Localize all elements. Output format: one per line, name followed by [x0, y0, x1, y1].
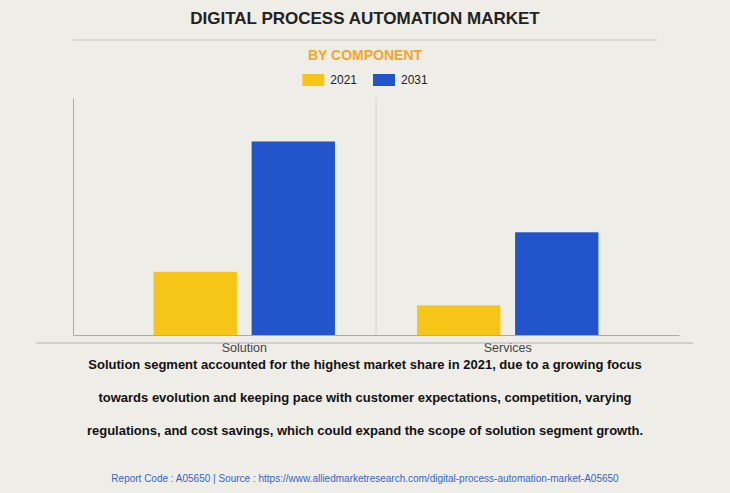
chart: DIGITAL PROCESS AUTOMATION MARKET BY COMP… [0, 0, 730, 493]
y-axis-line [73, 99, 74, 336]
annotation: Solution segment accounted for the highe… [88, 357, 641, 372]
plot: Solution Services [74, 98, 680, 355]
legend-swatch [302, 74, 324, 86]
group-separator [376, 98, 377, 335]
background [0, 0, 730, 493]
legend-item: 2031 [373, 73, 428, 87]
legend-label: 2031 [401, 73, 428, 87]
subtitle: BY COMPONENT [308, 47, 423, 63]
x-tick: Solution [222, 335, 267, 355]
annotation: regulations, and cost savings, which cou… [87, 423, 643, 438]
y-axis [73, 99, 74, 336]
annotation-rule [37, 343, 694, 344]
x-axis-line [74, 335, 680, 336]
bar [515, 232, 598, 335]
bar [154, 272, 237, 335]
bar [252, 141, 335, 335]
x-tick: Services [484, 335, 532, 355]
footer: Report Code : A05650 | Source : https://… [111, 473, 619, 484]
legend-swatch [373, 74, 395, 86]
bar [417, 305, 500, 335]
title-rule [73, 40, 657, 41]
x-axis: Solution Services [74, 335, 680, 355]
legend-item: 2021 [302, 73, 357, 87]
title: DIGITAL PROCESS AUTOMATION MARKET [190, 9, 540, 28]
legend: 2021 2031 [302, 73, 428, 87]
bars [154, 141, 599, 335]
legend-label: 2021 [330, 73, 357, 87]
annotation: towards evolution and keeping pace with … [98, 390, 631, 405]
